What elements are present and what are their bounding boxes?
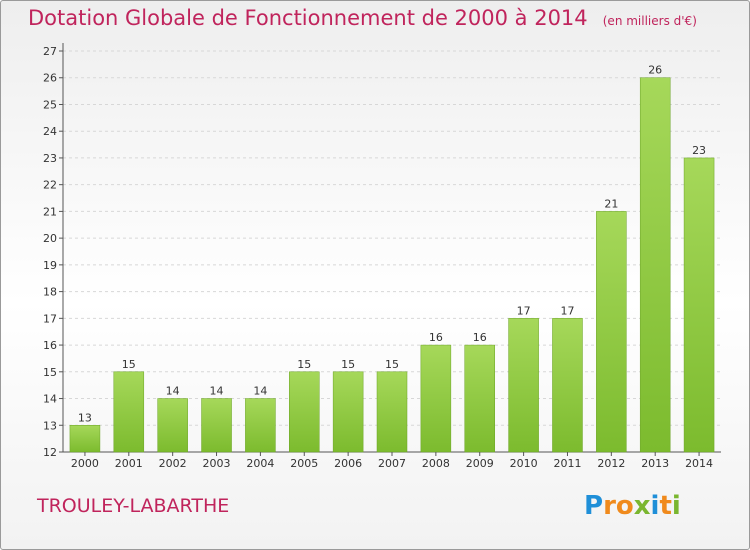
y-tick-label: 13 <box>43 419 57 432</box>
data-label: 17 <box>517 304 531 317</box>
data-label: 16 <box>429 331 443 344</box>
bar <box>464 344 495 453</box>
x-tick-label: 2006 <box>334 457 362 470</box>
logo-letter: r <box>603 491 616 521</box>
y-tick-label: 23 <box>43 152 57 165</box>
data-label: 13 <box>78 411 92 424</box>
x-tick-label: 2013 <box>641 457 669 470</box>
y-tick-label: 15 <box>43 366 57 379</box>
x-tick-label: 2004 <box>246 457 274 470</box>
bar <box>596 211 627 453</box>
logo-letter: o <box>615 491 634 521</box>
bar <box>201 398 232 453</box>
logo-letter: i <box>650 491 660 521</box>
data-label: 16 <box>473 331 487 344</box>
data-label: 15 <box>341 358 355 371</box>
y-tick-label: 17 <box>43 312 57 325</box>
bar <box>289 371 320 453</box>
bar <box>639 77 671 453</box>
bar <box>508 318 539 453</box>
y-tick-label: 20 <box>43 232 57 245</box>
bar <box>157 398 188 453</box>
y-tick-label: 14 <box>43 393 57 406</box>
x-tick-label: 2009 <box>466 457 494 470</box>
x-tick-label: 2005 <box>290 457 318 470</box>
data-label: 17 <box>560 304 574 317</box>
y-tick-label: 16 <box>43 339 57 352</box>
bar <box>332 371 364 453</box>
y-tick-label: 25 <box>43 98 57 111</box>
y-tick-label: 12 <box>43 446 57 459</box>
y-tick-label: 21 <box>43 205 57 218</box>
y-tick-label: 27 <box>43 45 57 58</box>
logo-letter: P <box>584 491 604 521</box>
y-tick-label: 19 <box>43 259 57 272</box>
x-tick-label: 2003 <box>203 457 231 470</box>
logo-letter: x <box>633 491 651 521</box>
x-tick-label: 2014 <box>685 457 713 470</box>
data-label: 14 <box>253 385 267 398</box>
x-tick-label: 2008 <box>422 457 450 470</box>
y-tick-label: 26 <box>43 72 57 85</box>
x-tick-label: 2010 <box>510 457 538 470</box>
y-tick-label: 18 <box>43 286 57 299</box>
y-tick-label: 22 <box>43 179 57 192</box>
data-label: 23 <box>692 144 706 157</box>
bar <box>683 157 715 453</box>
x-tick-label: 2000 <box>71 457 99 470</box>
bar <box>376 371 408 453</box>
data-label: 21 <box>604 197 618 210</box>
location-name: TROULEY-LABARTHE <box>37 495 230 517</box>
data-label: 26 <box>648 64 662 77</box>
x-tick-label: 2011 <box>553 457 581 470</box>
bar <box>69 425 101 453</box>
logo-letter: t <box>659 491 672 521</box>
data-label: 14 <box>210 385 224 398</box>
data-label: 15 <box>122 358 136 371</box>
x-tick-label: 2012 <box>597 457 625 470</box>
x-tick-label: 2001 <box>115 457 143 470</box>
data-label: 15 <box>297 358 311 371</box>
bar <box>245 398 276 453</box>
y-tick-label: 24 <box>43 125 57 138</box>
chart-title: Dotation Globale de Fonctionnement de 20… <box>28 6 588 30</box>
proxiti-logo: Proxiti <box>584 491 681 521</box>
data-label: 14 <box>166 385 180 398</box>
bar <box>552 318 583 453</box>
x-tick-label: 2007 <box>378 457 406 470</box>
chart-subtitle: (en milliers d'€) <box>602 14 697 28</box>
logo-letter: i <box>671 491 681 521</box>
title-row: Dotation Globale de Fonctionnement de 20… <box>28 6 697 36</box>
bar <box>420 344 452 453</box>
data-label: 15 <box>385 358 399 371</box>
x-tick-label: 2002 <box>159 457 187 470</box>
bar <box>113 371 145 453</box>
